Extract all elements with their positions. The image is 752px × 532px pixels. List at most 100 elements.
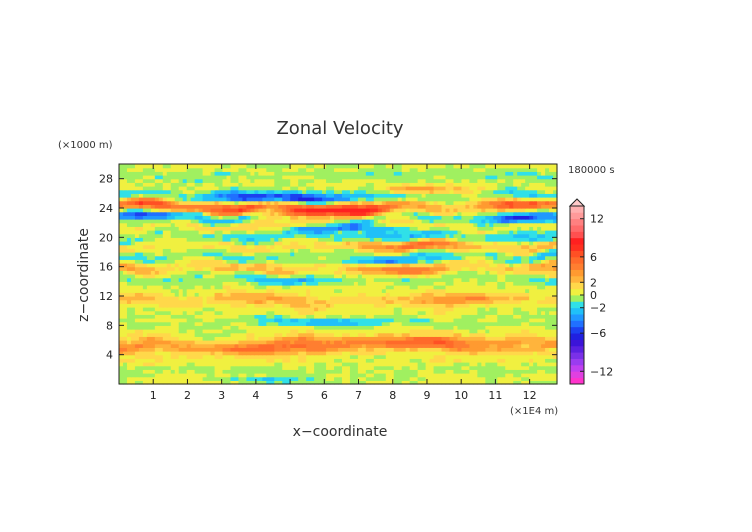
- field-cell: [485, 332, 490, 337]
- field-cell: [341, 270, 347, 275]
- field-cell: [202, 263, 208, 268]
- field-cell: [246, 215, 251, 220]
- field-cell: [357, 270, 363, 275]
- field-cell: [174, 226, 180, 231]
- field-cell: [298, 365, 303, 370]
- field-cell: [381, 263, 387, 268]
- field-cell: [525, 365, 530, 370]
- field-cell: [130, 230, 136, 235]
- field-cell: [529, 325, 534, 330]
- field-cell: [481, 288, 486, 293]
- field-cell: [230, 226, 236, 231]
- field-cell: [210, 310, 216, 315]
- field-cell: [365, 252, 371, 257]
- field-cell: [246, 325, 251, 330]
- field-cell: [485, 373, 490, 378]
- field-cell: [202, 314, 208, 319]
- field-cell: [262, 340, 267, 345]
- field-cell: [318, 354, 323, 359]
- field-cell: [413, 318, 419, 323]
- field-cell: [162, 296, 168, 301]
- field-cell: [222, 259, 228, 264]
- field-cell: [385, 244, 391, 249]
- field-cell: [198, 263, 204, 268]
- field-cell: [441, 263, 447, 268]
- field-cell: [278, 270, 283, 275]
- field-cell: [553, 362, 558, 367]
- field-cell: [461, 380, 467, 385]
- field-cell: [533, 241, 538, 246]
- field-cell: [214, 325, 220, 330]
- field-cell: [513, 288, 518, 293]
- field-cell: [254, 248, 259, 253]
- field-cell: [489, 296, 494, 301]
- field-cell: [341, 376, 347, 381]
- field-cell: [310, 252, 315, 257]
- field-cell: [266, 263, 271, 268]
- field-cell: [413, 373, 419, 378]
- field-cell: [158, 358, 164, 363]
- field-cell: [461, 222, 467, 227]
- field-cell: [553, 336, 558, 341]
- field-cell: [314, 354, 319, 359]
- field-cell: [226, 233, 232, 238]
- field-cell: [306, 288, 311, 293]
- field-cell: [274, 252, 279, 257]
- field-cell: [270, 219, 275, 224]
- field-cell: [338, 222, 343, 227]
- field-cell: [525, 296, 530, 301]
- field-cell: [529, 252, 534, 257]
- field-cell: [266, 354, 271, 359]
- field-cell: [505, 303, 510, 308]
- field-cell: [341, 241, 347, 246]
- field-cell: [549, 244, 554, 249]
- field-cell: [369, 332, 375, 337]
- field-cell: [338, 310, 343, 315]
- field-cell: [493, 248, 498, 253]
- field-cell: [278, 237, 283, 242]
- field-cell: [218, 376, 224, 381]
- field-cell: [449, 351, 455, 356]
- field-cell: [174, 263, 180, 268]
- field-cell: [242, 321, 248, 326]
- field-cell: [513, 332, 518, 337]
- field-cell: [425, 299, 431, 304]
- field-cell: [549, 292, 554, 297]
- field-cell: [469, 358, 474, 363]
- field-cell: [270, 365, 275, 370]
- field-cell: [150, 296, 156, 301]
- field-cell: [246, 369, 251, 374]
- field-cell: [202, 343, 208, 348]
- field-cell: [397, 230, 403, 235]
- field-cell: [119, 336, 124, 341]
- field-cell: [493, 318, 498, 323]
- field-cell: [513, 358, 518, 363]
- field-cell: [385, 340, 391, 345]
- field-cell: [162, 351, 168, 356]
- field-cell: [445, 358, 451, 363]
- field-cell: [290, 252, 295, 257]
- field-cell: [238, 274, 244, 279]
- field-cell: [230, 222, 236, 227]
- field-cell: [122, 266, 128, 271]
- field-cell: [413, 307, 419, 312]
- field-cell: [409, 219, 415, 224]
- field-cell: [473, 255, 478, 260]
- field-cell: [122, 343, 128, 348]
- field-cell: [397, 336, 403, 341]
- field-cell: [417, 369, 423, 374]
- field-cell: [130, 343, 136, 348]
- field-cell: [298, 255, 303, 260]
- field-cell: [469, 277, 474, 282]
- field-cell: [505, 226, 510, 231]
- field-cell: [274, 347, 279, 352]
- field-cell: [258, 369, 263, 374]
- field-cell: [294, 255, 299, 260]
- field-cell: [385, 325, 391, 330]
- field-cell: [254, 347, 259, 352]
- field-cell: [509, 237, 514, 242]
- field-cell: [334, 351, 339, 356]
- field-cell: [353, 310, 359, 315]
- field-cell: [250, 373, 255, 378]
- field-cell: [549, 233, 554, 238]
